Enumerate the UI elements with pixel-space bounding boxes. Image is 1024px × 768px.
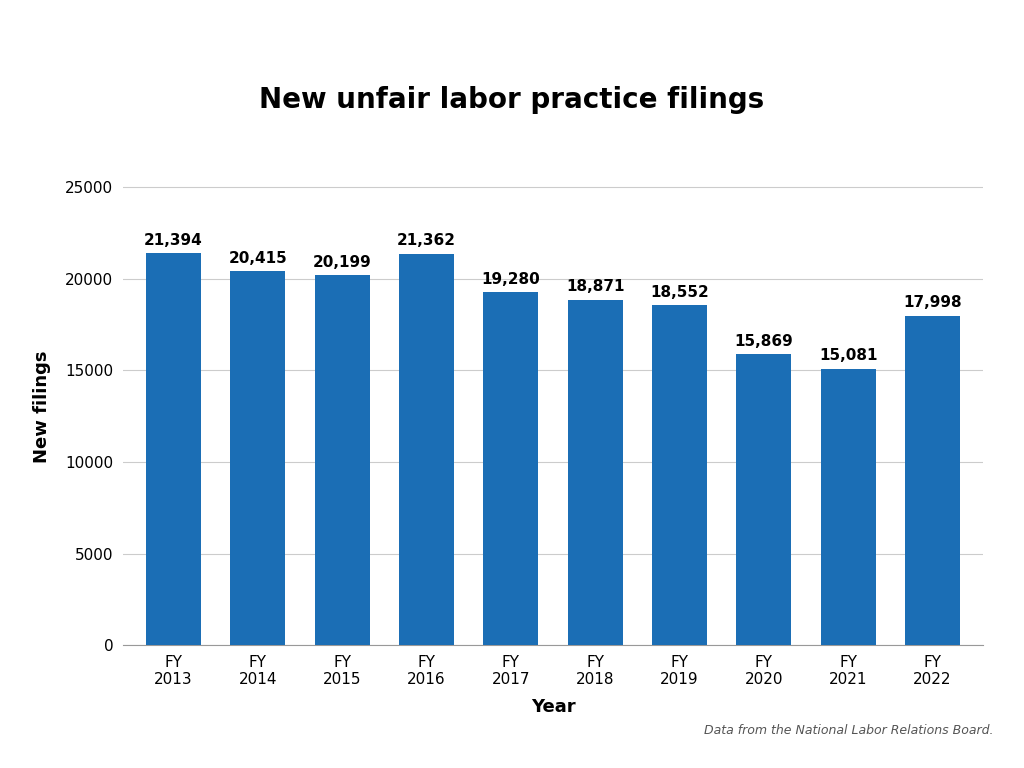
Bar	[314, 275, 370, 645]
Text: New unfair labor practice filings: New unfair labor practice filings	[259, 86, 765, 114]
Text: Data from the National Labor Relations Board.: Data from the National Labor Relations B…	[703, 724, 993, 737]
Bar	[146, 253, 201, 645]
Bar	[820, 369, 876, 645]
Text: 19,280: 19,280	[481, 272, 541, 286]
Bar	[736, 355, 792, 645]
Text: 20,199: 20,199	[312, 255, 372, 270]
Text: 21,362: 21,362	[397, 233, 456, 248]
Text: 15,081: 15,081	[819, 349, 878, 363]
Text: 20,415: 20,415	[228, 250, 287, 266]
Text: 15,869: 15,869	[734, 334, 794, 349]
X-axis label: Year: Year	[530, 698, 575, 717]
Text: 18,552: 18,552	[650, 285, 709, 300]
Bar	[399, 254, 454, 645]
Bar	[652, 306, 707, 645]
Text: 18,871: 18,871	[566, 279, 625, 294]
Y-axis label: New filings: New filings	[33, 351, 51, 463]
Bar	[567, 300, 623, 645]
Bar	[483, 292, 539, 645]
Bar	[230, 271, 286, 645]
Text: 21,394: 21,394	[144, 233, 203, 248]
Text: 17,998: 17,998	[903, 295, 962, 310]
Bar	[905, 316, 959, 645]
